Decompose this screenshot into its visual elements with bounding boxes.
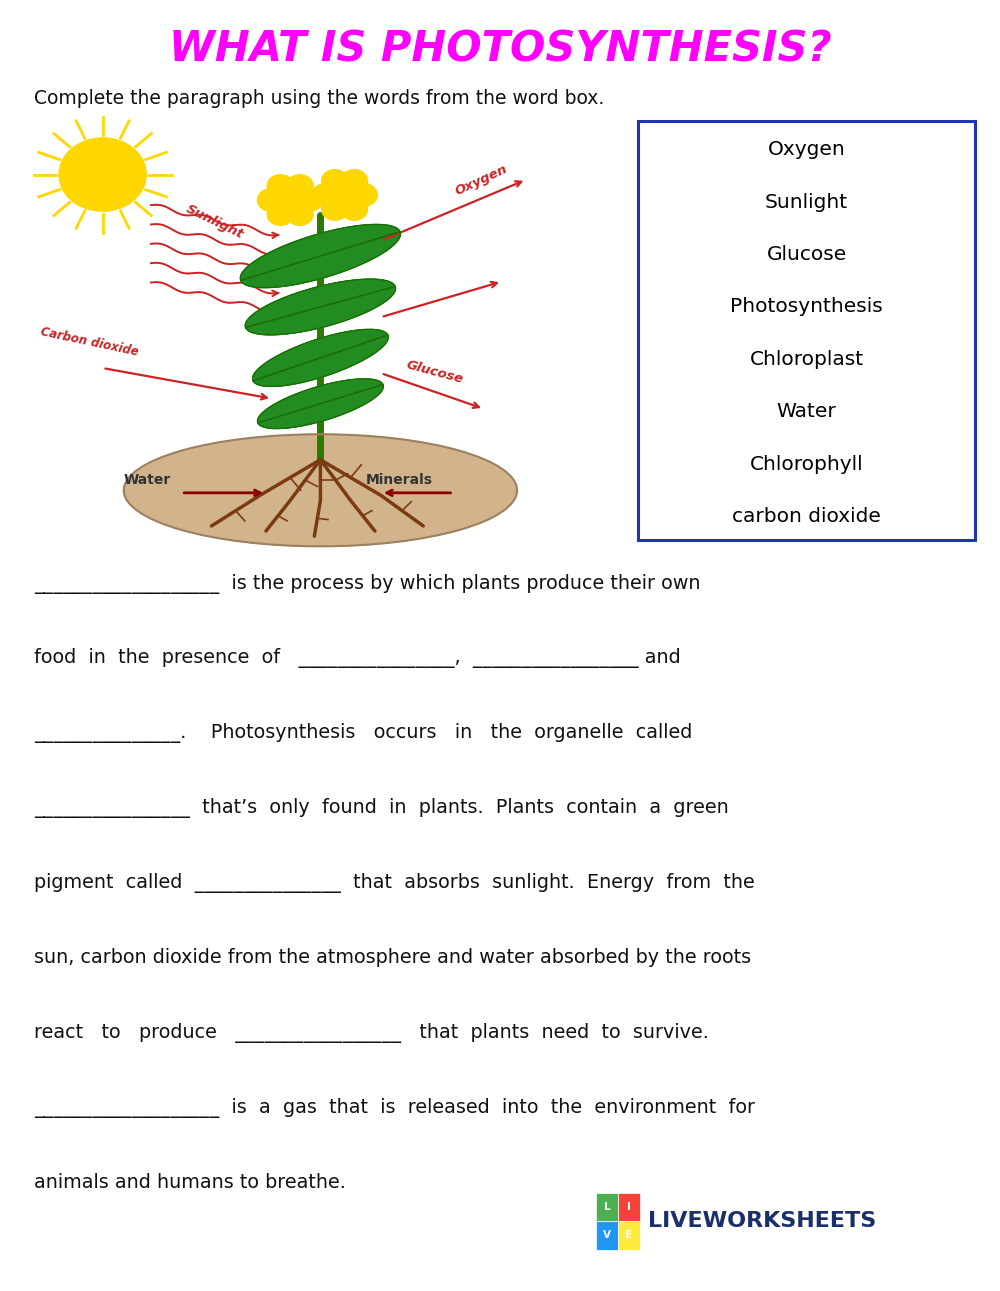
Circle shape [322, 198, 348, 221]
Circle shape [341, 169, 368, 192]
Circle shape [312, 183, 339, 207]
Text: Oxygen: Oxygen [454, 163, 510, 198]
Text: LIVEWORKSHEETS: LIVEWORKSHEETS [648, 1211, 876, 1232]
Bar [618, 1221, 640, 1250]
Text: react   to   produce   _________________   that  plants  need  to  survive.: react to produce _________________ that … [34, 1022, 709, 1043]
Circle shape [351, 183, 377, 207]
Text: L: L [604, 1202, 610, 1212]
Text: carbon dioxide: carbon dioxide [732, 507, 881, 525]
Text: pigment  called  _______________  that  absorbs  sunlight.  Energy  from  the: pigment called _______________ that abso… [34, 873, 755, 893]
Circle shape [267, 203, 294, 226]
Text: animals and humans to breathe.: animals and humans to breathe. [34, 1174, 346, 1192]
Polygon shape [258, 380, 383, 429]
Text: ___________________  is the process by which plants produce their own: ___________________ is the process by wh… [34, 573, 700, 594]
Text: ________________  that’s  only  found  in  plants.  Plants  contain  a  green: ________________ that’s only found in pl… [34, 798, 729, 818]
Text: sun, carbon dioxide from the atmosphere and water absorbed by the roots: sun, carbon dioxide from the atmosphere … [34, 949, 751, 967]
Polygon shape [245, 279, 395, 334]
Text: WHAT IS PHOTOSYNTHESIS?: WHAT IS PHOTOSYNTHESIS? [169, 28, 831, 70]
Polygon shape [240, 225, 400, 288]
Polygon shape [240, 225, 400, 288]
Text: Carbon dioxide: Carbon dioxide [39, 325, 139, 359]
Text: Water: Water [777, 402, 836, 421]
Circle shape [59, 138, 146, 212]
Text: Glucose: Glucose [405, 359, 465, 386]
Polygon shape [257, 378, 383, 429]
Bar [618, 1193, 640, 1221]
Circle shape [257, 188, 284, 212]
Polygon shape [245, 279, 396, 334]
Text: Photosynthesis: Photosynthesis [730, 297, 883, 316]
Text: Minerals: Minerals [366, 474, 433, 487]
Polygon shape [253, 329, 388, 386]
Circle shape [341, 198, 368, 221]
Circle shape [287, 174, 313, 198]
Circle shape [332, 185, 357, 205]
Text: Chloroplast: Chloroplast [749, 350, 864, 369]
Ellipse shape [124, 434, 517, 546]
Text: Complete the paragraph using the words from the word box.: Complete the paragraph using the words f… [34, 89, 604, 107]
Text: Water: Water [124, 474, 171, 487]
Text: _______________.    Photosynthesis   occurs   in   the  organelle  called: _______________. Photosynthesis occurs i… [34, 723, 692, 744]
Text: ___________________  is  a  gas  that  is  released  into  the  environment  for: ___________________ is a gas that is rel… [34, 1097, 755, 1118]
Text: Sunlight: Sunlight [765, 192, 848, 212]
Circle shape [278, 190, 302, 210]
Circle shape [287, 203, 313, 226]
Text: I: I [627, 1202, 631, 1212]
Polygon shape [253, 329, 388, 386]
Text: Chlorophyll: Chlorophyll [750, 454, 863, 474]
Text: Sunlight: Sunlight [184, 203, 246, 241]
Text: E: E [625, 1230, 633, 1241]
Circle shape [322, 169, 348, 192]
Circle shape [296, 188, 323, 212]
Text: Oxygen: Oxygen [768, 141, 845, 159]
Text: Glucose: Glucose [766, 245, 847, 265]
Bar [638, 121, 975, 540]
Circle shape [267, 174, 294, 198]
Bar [596, 1193, 618, 1221]
Text: food  in  the  presence  of   ________________,  _________________ and: food in the presence of ________________… [34, 648, 681, 669]
Bar [596, 1221, 618, 1250]
Text: V: V [603, 1230, 611, 1241]
